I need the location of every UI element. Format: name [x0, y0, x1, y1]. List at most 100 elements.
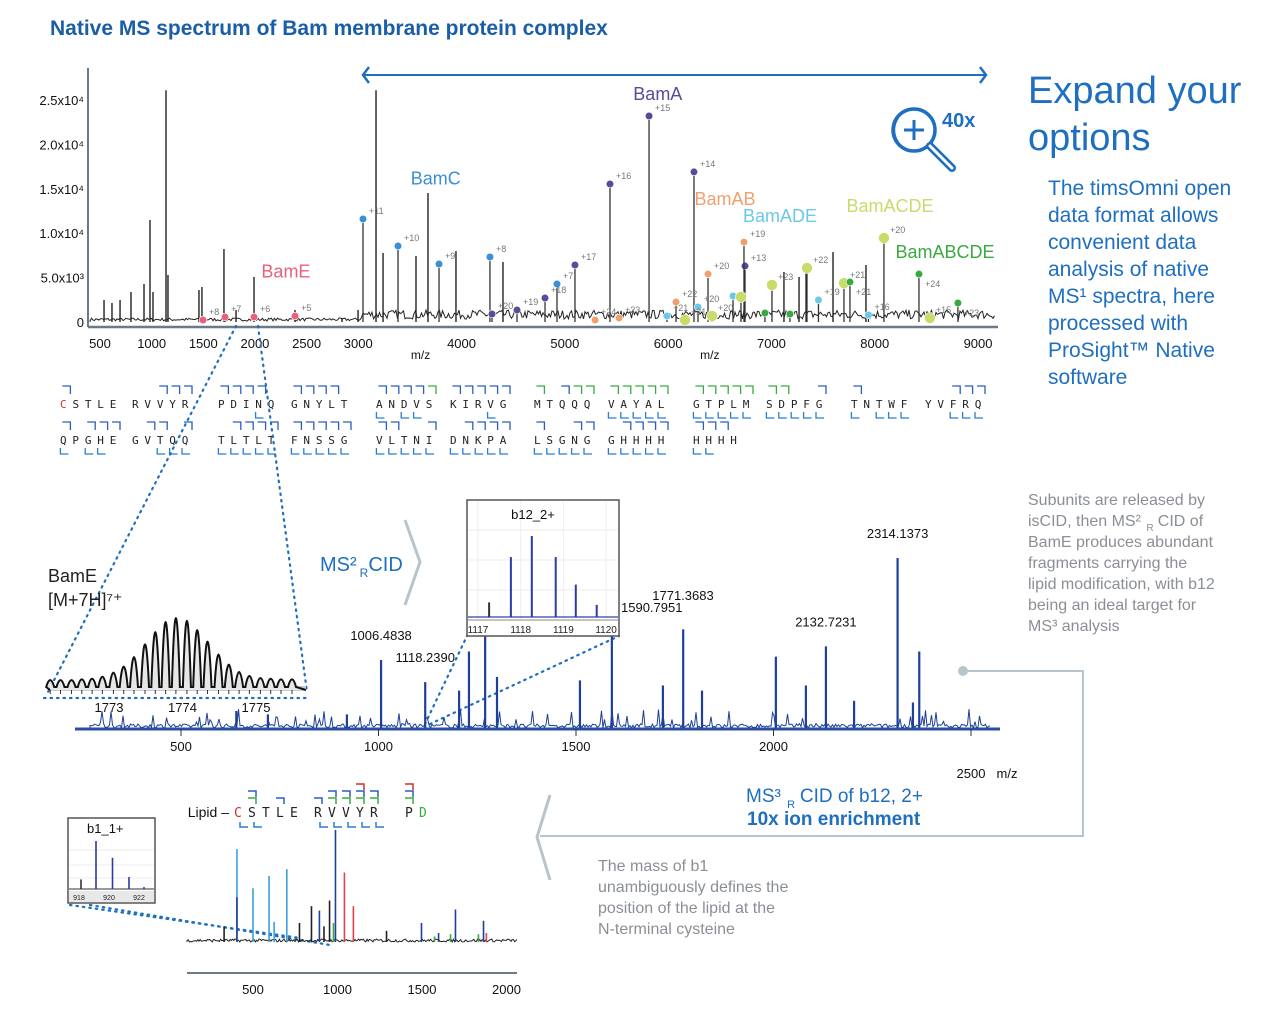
residue: V [342, 806, 350, 821]
peak-mz-label: 1118.2390 [395, 650, 455, 665]
y-ion-mark [59, 448, 69, 455]
charge-state-label: +9 [445, 251, 455, 261]
b-ion-mark [390, 385, 400, 394]
series-label-BamACDE: BamACDE [846, 196, 933, 216]
charge-state-marker [735, 291, 747, 303]
paragraph-line: N-terminal cysteine [598, 921, 735, 938]
y-ion-mark [570, 448, 580, 455]
x-tick-label: 1500 [189, 336, 218, 351]
charge-state-label: +23 [625, 305, 640, 315]
y-ion-mark [84, 448, 94, 455]
charge-state-label: +19 [824, 287, 839, 297]
residue-block: VLTNI [376, 434, 438, 447]
y-ion-mark [375, 448, 385, 455]
y-ion-mark [156, 448, 166, 455]
y-ion-mark [620, 412, 629, 419]
residue-block: TLTLT [218, 434, 280, 447]
residue-block: YVFRQ [925, 398, 987, 411]
b-ion-mark [695, 421, 705, 430]
b-ion-mark [964, 385, 974, 394]
b-ion-mark [356, 797, 365, 804]
charge-state-label: +20 [704, 294, 719, 304]
y-ion-mark [644, 412, 654, 419]
charge-state-marker [198, 315, 208, 325]
charge-state-marker [801, 262, 813, 274]
paragraph-line: position of the lipid at the [598, 900, 775, 917]
charge-state-marker [249, 312, 259, 322]
paragraph-line: data format allows [1048, 204, 1218, 227]
charge-state-marker [864, 310, 873, 320]
b-ion-mark [343, 421, 352, 430]
charge-state-label: +7 [563, 271, 573, 281]
y-ion-mark [486, 412, 496, 419]
y-ion-mark [961, 412, 971, 419]
x-tick-label: 3000 [344, 336, 373, 351]
charge-state-marker [814, 295, 823, 305]
paragraph-line: lipid modification, with b12 [1028, 576, 1215, 593]
y-ion-mark [499, 448, 508, 455]
b-ion-mark [248, 797, 257, 804]
charge-state-marker [590, 315, 600, 325]
charge-state-label: +20 [714, 261, 729, 271]
y-ion-mark [657, 412, 666, 419]
series-label-BamAB: BamAB [694, 189, 755, 209]
series-label-BamABCDE: BamABCDE [895, 242, 994, 262]
b-ion-mark [184, 385, 193, 394]
y-ion-mark [217, 448, 227, 455]
b-ion-mark [622, 385, 632, 394]
residue-block: QPGHE [60, 434, 122, 447]
charge-state-marker [540, 293, 550, 303]
y-ion-mark [239, 822, 248, 828]
series-label-BamC: BamC [411, 168, 461, 188]
b-ion-mark [342, 790, 351, 797]
charge-state-marker [706, 310, 718, 322]
ms3-label: MS³ CID of b12, 2+ [746, 786, 923, 807]
inset-title: b1_1+ [87, 821, 124, 836]
series-label-BamADE: BamADE [743, 206, 817, 226]
peak-mz-label: 1590.7951 [621, 600, 682, 615]
b-ion-mark [220, 385, 230, 394]
charge-state-label: +21 [673, 303, 688, 313]
paragraph-line: processed with [1048, 312, 1188, 335]
page-title: Native MS spectrum of Bam membrane prote… [50, 17, 608, 40]
b-ion-mark [328, 797, 337, 804]
charge-state-label: +24 [601, 307, 616, 317]
b-ion-mark [370, 797, 379, 804]
b-ion-mark [732, 385, 742, 394]
b-ion-mark [452, 385, 462, 394]
y-ion-mark [462, 448, 471, 455]
x-tick-label: 2000 [492, 982, 521, 997]
y-ion-mark [742, 412, 751, 419]
charge-state-marker [552, 279, 562, 289]
charge-state-label: +20 [718, 303, 733, 313]
b-ion-mark [184, 421, 193, 430]
y-ion-mark [254, 448, 264, 455]
y-ion-mark [900, 412, 909, 419]
x-tick-label: 500 [242, 982, 264, 997]
b-ion-mark [647, 385, 657, 394]
b-ion-mark [428, 385, 437, 394]
y-ion-mark [717, 412, 727, 419]
expand-range-arrow [361, 66, 988, 84]
x-tick-label: 500 [89, 336, 111, 351]
inset-axis-band [69, 891, 154, 902]
b-ion-mark [405, 790, 414, 797]
lipid-sequence: Lipid – C S T L E R V V Y R P D [188, 783, 427, 828]
x-tick-label: 1000 [137, 336, 166, 351]
b-ion-mark [853, 385, 863, 394]
x-tick-label: 1117 [468, 625, 489, 636]
b-ion-mark [464, 385, 474, 394]
b-ion-mark [977, 385, 986, 394]
b-ion-mark [248, 790, 257, 797]
b-ion-mark [99, 421, 109, 430]
y-ion-mark [303, 448, 312, 455]
y-ion-mark [425, 448, 434, 455]
charge-state-marker [671, 297, 681, 307]
b-ion-mark [660, 421, 669, 430]
charge-state-label: +21 [850, 270, 865, 280]
y-ion-mark [319, 822, 328, 828]
charge-state-label: +19 [750, 229, 765, 239]
residue-block: CSTLE [60, 398, 122, 411]
b-ion-mark [403, 385, 412, 394]
